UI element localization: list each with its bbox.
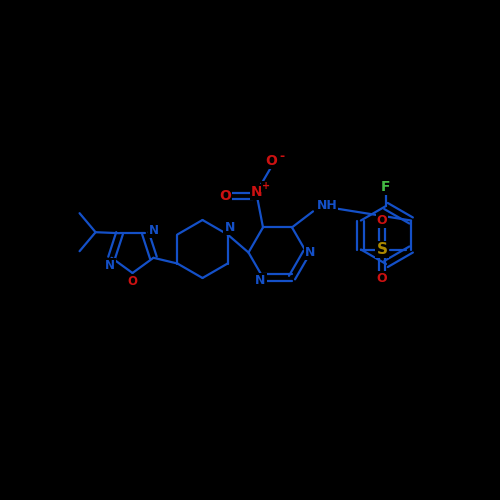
Text: S: S <box>376 242 388 257</box>
Text: N: N <box>306 246 316 259</box>
Text: F: F <box>382 180 391 194</box>
Text: N: N <box>105 260 115 272</box>
Text: O: O <box>376 272 387 285</box>
Text: O: O <box>219 190 231 203</box>
Text: O: O <box>265 154 277 168</box>
Text: N: N <box>224 221 235 234</box>
Text: N: N <box>251 186 263 200</box>
Text: +: + <box>262 182 270 192</box>
Text: N: N <box>256 274 266 286</box>
Text: N: N <box>149 224 159 237</box>
Text: O: O <box>376 214 387 227</box>
Text: O: O <box>128 275 138 288</box>
Text: -: - <box>280 150 284 163</box>
Text: NH: NH <box>316 199 337 212</box>
